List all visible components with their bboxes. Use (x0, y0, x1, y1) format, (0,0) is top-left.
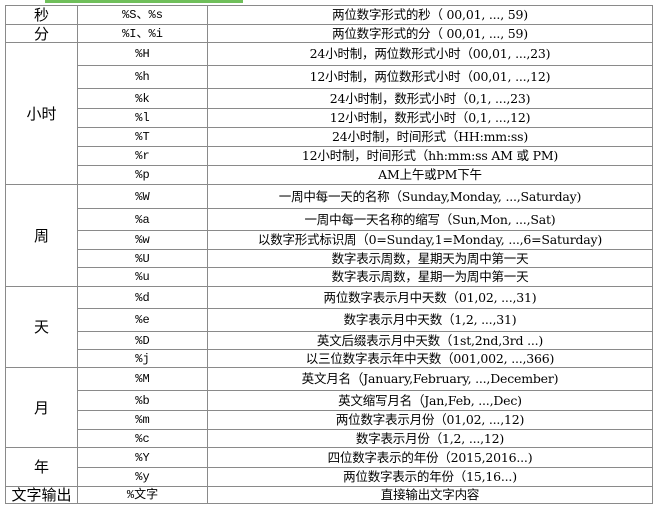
description-cell: 数字表示月中天数（1,2, ...,31) (207, 308, 653, 332)
format-code-cell: %W (77, 184, 208, 209)
format-code-cell: %u (77, 267, 208, 287)
table-row: 月 %M 英文月名（January,February, ...,December) (5, 367, 653, 448)
format-code-cell: %c (77, 429, 208, 448)
format-code-cell: %T (77, 127, 208, 147)
category-cell: 秒 (5, 5, 78, 25)
description-cell: 四位数字表示的年份（2015,2016...) (207, 447, 653, 468)
format-code-cell: %l (77, 108, 208, 128)
table-row: %D 英文后缀表示月中天数（1st,2nd,3rd ...) (6, 331, 653, 350)
format-code-cell: %文字 (77, 486, 208, 504)
format-code-cell: %k (77, 88, 208, 109)
table-row: 小时 %H 24小时制，两位数形式小时（00,01, ...,23) (5, 42, 653, 185)
format-code-cell: %j (77, 349, 208, 368)
description-cell: 12小时制，数形式小时（0,1, ...,12) (207, 108, 653, 128)
format-code-cell: %h (77, 65, 208, 89)
table-row: %r 12小时制，时间形式（hh:mm:ss AM 或 PM) (6, 146, 653, 166)
table-row: 周 %W 一周中每一天的名称（Sunday,Monday, ...,Saturday… (5, 184, 653, 287)
description-cell: 数字表示周数，星期天为周中第一天 (207, 249, 653, 268)
format-code-cell: %I、%i (77, 24, 208, 43)
description-cell: 24小时制，两位数形式小时（00,01, ...,23) (207, 42, 653, 66)
table-row: %k 24小时制，数形式小时（0,1, ...,23) (6, 88, 653, 109)
format-code-cell: %b (77, 390, 208, 411)
description-cell: 一周中每一天的名称（Sunday,Monday, ...,Saturday) (207, 184, 653, 209)
category-cell: 年 (5, 447, 78, 487)
table-row: %m 两位数字表示月份（01,02, ...,12) (6, 410, 653, 430)
category-cell: 天 (5, 286, 78, 368)
table-row: %h 12小时制，两位数形式小时（00,01, ...,12) (6, 65, 653, 89)
category-cell: 文字输出 (5, 486, 78, 504)
table-row: %u 数字表示周数，星期一为周中第一天 (6, 267, 653, 287)
table-row: %y 两位数字表示的年份（15,16...) (6, 467, 653, 487)
description-cell: 英文缩写月名（Jan,Feb, ...,Dec) (207, 390, 653, 411)
description-cell: 两位数字形式的秒（ 00,01, ..., 59) (207, 5, 653, 25)
description-cell: 两位数字表示的年份（15,16...) (207, 467, 653, 487)
format-code-cell: %p (77, 165, 208, 185)
table-row: %p AM上午或PM下午 (6, 165, 653, 185)
date-format-table: 秒 %S、%s 两位数字形式的秒（ 00,01, ..., 59) 分 %I、%i 两位数… (5, 5, 653, 504)
category-cell: 月 (5, 367, 78, 448)
table-row: 天 %d 两位数字表示月中天数（01,02, ...,31) (5, 286, 653, 368)
category-cell: 分 (5, 24, 78, 43)
category-cell: 小时 (5, 42, 78, 185)
table-row: %l 12小时制，数形式小时（0,1, ...,12) (6, 108, 653, 128)
table-row: %T 24小时制，时间形式（HH:mm:ss) (6, 127, 653, 147)
table-body: 秒 %S、%s 两位数字形式的秒（ 00,01, ..., 59) 分 %I、%i 两位数… (5, 5, 653, 504)
table-row: %c 数字表示月份（1,2, ...,12) (6, 429, 653, 448)
table-row: 年 %Y 四位数字表示的年份（2015,2016...) (5, 447, 653, 487)
description-cell: 两位数字表示月份（01,02, ...,12) (207, 410, 653, 430)
description-cell: 数字表示周数，星期一为周中第一天 (207, 267, 653, 287)
description-cell: 以数字形式标识周（0=Sunday,1=Monday, ...,6=Saturd… (207, 230, 653, 250)
format-code-cell: %w (77, 230, 208, 250)
format-code-cell: %D (77, 331, 208, 350)
description-cell: 两位数字表示月中天数（01,02, ...,31) (207, 286, 653, 309)
description-cell: 英文后缀表示月中天数（1st,2nd,3rd ...) (207, 331, 653, 350)
format-code-cell: %H (77, 42, 208, 66)
table-row: %j 以三位数字表示年中天数（001,002, ...,366) (6, 349, 653, 368)
table-row: %a 一周中每一天名称的缩写（Sun,Mon, ...,Sat) (6, 208, 653, 231)
description-cell: 12小时制，两位数形式小时（00,01, ...,12) (207, 65, 653, 89)
table-row: %e 数字表示月中天数（1,2, ...,31) (6, 308, 653, 332)
table-row: 分 %I、%i 两位数字形式的分（ 00,01, ..., 59) (5, 24, 653, 43)
description-cell: 24小时制，数形式小时（0,1, ...,23) (207, 88, 653, 109)
format-code-cell: %U (77, 249, 208, 268)
description-cell: 以三位数字表示年中天数（001,002, ...,366) (207, 349, 653, 368)
selection-highlight (45, 0, 243, 3)
description-cell: 直接输出文字内容 (207, 486, 653, 504)
description-cell: 两位数字形式的分（ 00,01, ..., 59) (207, 24, 653, 43)
description-cell: 12小时制，时间形式（hh:mm:ss AM 或 PM) (207, 146, 653, 166)
format-code-cell: %d (77, 286, 208, 309)
description-cell: AM上午或PM下午 (207, 165, 653, 185)
format-code-cell: %S、%s (77, 5, 208, 25)
description-cell: 数字表示月份（1,2, ...,12) (207, 429, 653, 448)
description-cell: 24小时制，时间形式（HH:mm:ss) (207, 127, 653, 147)
format-code-cell: %m (77, 410, 208, 430)
category-cell: 周 (5, 184, 78, 287)
table-row: %w 以数字形式标识周（0=Sunday,1=Monday, ...,6=Satu… (6, 230, 653, 250)
table-row: %U 数字表示周数，星期天为周中第一天 (6, 249, 653, 268)
format-code-cell: %M (77, 367, 208, 391)
table-row: 文字输出 %文字 直接输出文字内容 (5, 486, 653, 504)
format-code-cell: %r (77, 146, 208, 166)
format-code-cell: %Y (77, 447, 208, 468)
description-cell: 英文月名（January,February, ...,December) (207, 367, 653, 391)
format-code-cell: %e (77, 308, 208, 332)
table-row: 秒 %S、%s 两位数字形式的秒（ 00,01, ..., 59) (5, 5, 653, 25)
description-cell: 一周中每一天名称的缩写（Sun,Mon, ...,Sat) (207, 208, 653, 231)
format-code-cell: %y (77, 467, 208, 487)
format-code-cell: %a (77, 208, 208, 231)
table-row: %b 英文缩写月名（Jan,Feb, ...,Dec) (6, 390, 653, 411)
